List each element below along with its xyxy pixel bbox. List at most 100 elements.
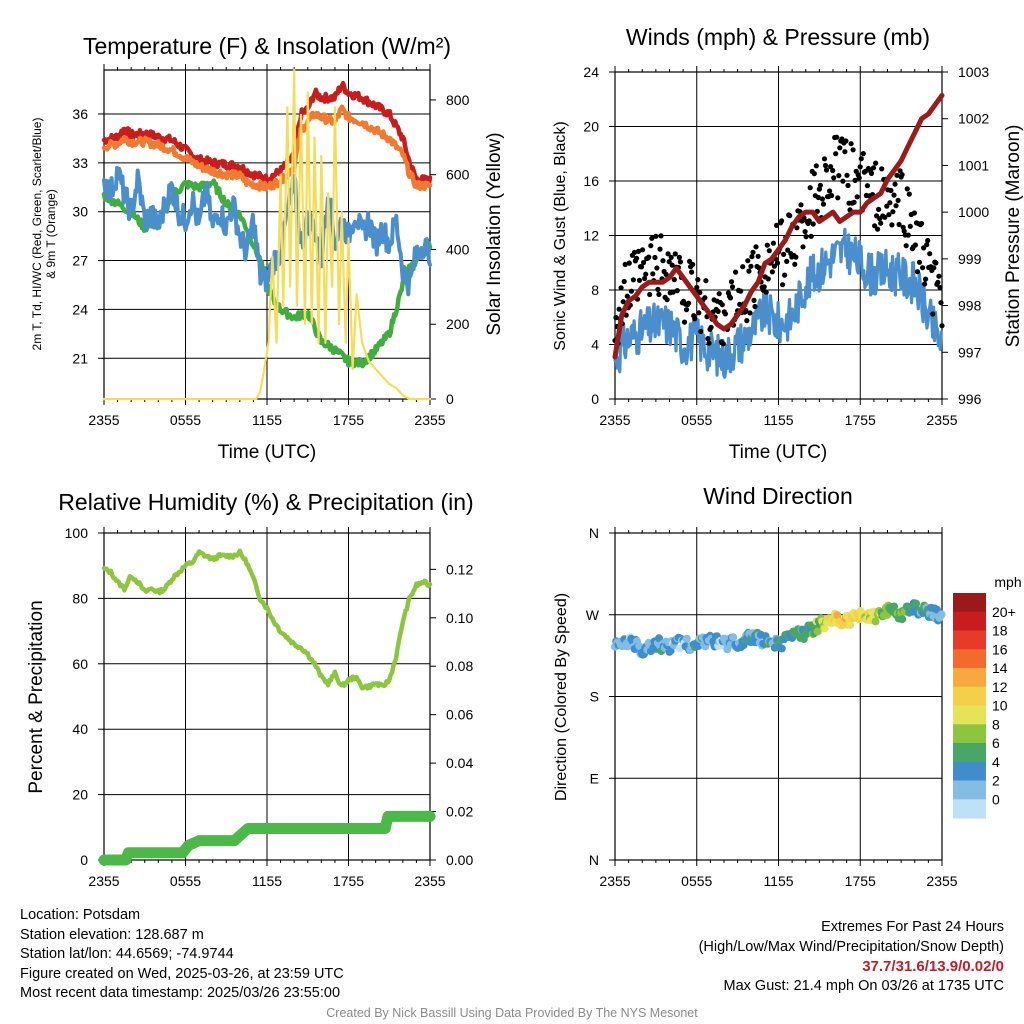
gust-point bbox=[856, 175, 862, 181]
gust-point bbox=[817, 182, 824, 188]
x-tick-label: 1155 bbox=[763, 873, 793, 889]
gust-point bbox=[935, 279, 941, 285]
gust-point bbox=[852, 177, 858, 183]
gust-point bbox=[792, 261, 798, 267]
gust-point bbox=[657, 246, 663, 252]
extremes-info: Extremes For Past 24 Hours (High/Low/Max… bbox=[699, 918, 1004, 996]
gust-point bbox=[749, 254, 755, 260]
gust-point bbox=[652, 254, 658, 261]
x-tick-label: 1755 bbox=[333, 412, 364, 428]
gust-point bbox=[636, 277, 643, 283]
y-tick-label: N bbox=[589, 525, 599, 541]
colorbar-swatch bbox=[953, 780, 986, 800]
gust-point bbox=[635, 248, 642, 254]
direction-point bbox=[729, 633, 738, 642]
gust-point bbox=[620, 299, 626, 305]
gust-point bbox=[882, 214, 888, 220]
direction-point bbox=[655, 634, 663, 643]
gust-point bbox=[857, 164, 863, 170]
gust-point bbox=[936, 273, 942, 279]
gust-point bbox=[815, 194, 822, 201]
gust-point bbox=[642, 275, 648, 282]
colorbar-swatch bbox=[953, 724, 986, 744]
y-tick-label: 30 bbox=[72, 204, 88, 220]
gust-point bbox=[641, 259, 647, 266]
gust-point bbox=[833, 151, 839, 157]
gust-point bbox=[728, 279, 735, 285]
y-right-tick-label: 1000 bbox=[958, 204, 989, 220]
gust-point bbox=[622, 261, 628, 267]
gust-point bbox=[703, 278, 709, 284]
gust-point bbox=[640, 247, 646, 253]
y-right-tick-label: 0.12 bbox=[446, 561, 473, 577]
y-right-tick-label: 800 bbox=[446, 92, 470, 108]
colorbar-label: 14 bbox=[992, 660, 1008, 676]
y-right-tick-label: 996 bbox=[958, 391, 982, 407]
gust-point bbox=[674, 288, 680, 294]
gust-point bbox=[750, 249, 756, 255]
gust-point bbox=[646, 254, 652, 260]
y-tick-label: 100 bbox=[65, 525, 89, 541]
station-latlon: Station lat/lon: 44.6569; -74.9744 bbox=[20, 946, 234, 962]
direction-point bbox=[846, 621, 855, 629]
winds-ylabel: Sonic Wind & Gust (Blue, Black) bbox=[552, 121, 569, 350]
gust-point bbox=[808, 233, 814, 239]
gust-point bbox=[896, 221, 902, 228]
gust-point bbox=[923, 276, 929, 282]
gust-point bbox=[850, 147, 856, 153]
gust-point bbox=[665, 251, 671, 257]
y-right-tick-label: 200 bbox=[446, 316, 470, 332]
y-right-tick-label: 0.00 bbox=[446, 852, 473, 868]
gust-point bbox=[690, 261, 696, 268]
most-recent-data: Most recent data timestamp: 2025/03/26 2… bbox=[20, 985, 341, 1001]
gust-point bbox=[621, 278, 627, 285]
temperature-ylabel-2: & 9m T (Orange) bbox=[44, 189, 58, 279]
y-tick-label: 40 bbox=[72, 721, 88, 737]
gust-point bbox=[770, 240, 777, 246]
x-tick-label: 2355 bbox=[414, 873, 445, 889]
x-tick-label: 0555 bbox=[681, 873, 712, 889]
gust-point bbox=[830, 167, 836, 174]
gust-point bbox=[695, 277, 701, 283]
gust-point bbox=[906, 191, 912, 197]
gust-point bbox=[822, 162, 829, 169]
y-right-tick-label: 0.06 bbox=[446, 707, 473, 723]
gust-point bbox=[668, 254, 674, 260]
colorbar-label: 2 bbox=[992, 773, 1000, 789]
gust-point bbox=[727, 295, 734, 301]
gust-point bbox=[643, 271, 649, 277]
station-info: Location: Potsdam Station elevation: 128… bbox=[20, 906, 344, 1004]
gust-point bbox=[738, 288, 744, 294]
gust-point bbox=[761, 284, 767, 290]
gust-point bbox=[925, 237, 931, 244]
gust-point bbox=[888, 187, 894, 194]
gust-point bbox=[836, 173, 842, 179]
x-tick-label: 2355 bbox=[926, 412, 957, 428]
gust-point bbox=[676, 254, 683, 260]
y-tick-label: 80 bbox=[72, 590, 88, 606]
gust-point bbox=[840, 178, 846, 184]
gust-point bbox=[889, 222, 895, 228]
gust-point bbox=[705, 336, 711, 342]
x-tick-label: 2355 bbox=[599, 873, 630, 889]
gust-point bbox=[774, 260, 781, 266]
gust-point bbox=[697, 290, 703, 296]
gust-point bbox=[745, 258, 751, 264]
gust-point bbox=[744, 318, 750, 324]
gust-point bbox=[670, 289, 676, 295]
gust-point bbox=[821, 156, 828, 162]
gust-point bbox=[798, 202, 804, 208]
y-right-tick-label: 400 bbox=[446, 241, 470, 257]
gust-point bbox=[803, 234, 809, 240]
gust-point bbox=[892, 181, 898, 187]
colorbar-swatch bbox=[953, 799, 986, 819]
gust-point bbox=[671, 277, 677, 283]
x-tick-label: 0555 bbox=[681, 412, 712, 428]
y-tick-label: E bbox=[590, 770, 599, 786]
gust-point bbox=[827, 188, 833, 194]
gust-point bbox=[811, 171, 817, 177]
series-pressure bbox=[612, 92, 945, 360]
gust-point bbox=[939, 323, 945, 329]
x-tick-label: 2355 bbox=[88, 412, 119, 428]
